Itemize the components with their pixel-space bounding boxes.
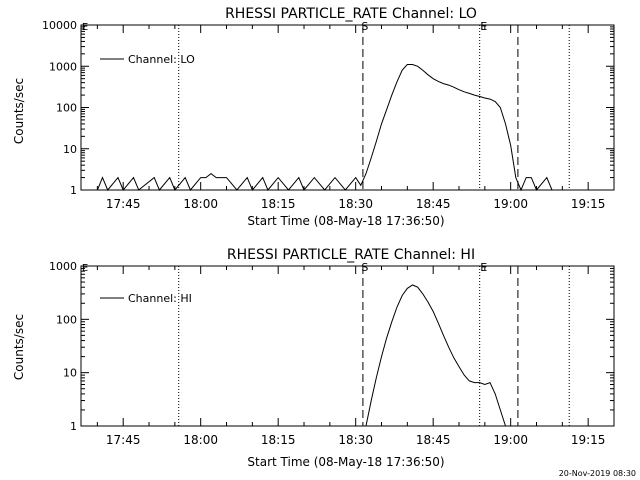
x-tick-label: 17:45 bbox=[106, 197, 141, 211]
x-axis-label: Start Time (08-May-18 17:36:50) bbox=[247, 455, 444, 469]
x-tick-label: 18:30 bbox=[338, 197, 373, 211]
plot-frame bbox=[80, 265, 615, 427]
legend-label: Channel: LO bbox=[128, 53, 195, 66]
chart-title: RHESSI PARTICLE_RATE Channel: HI bbox=[227, 247, 475, 263]
x-tick-label: 18:30 bbox=[338, 433, 373, 447]
x-tick-label: 19:15 bbox=[571, 197, 606, 211]
y-tick-label: 100 bbox=[56, 102, 77, 115]
marker-label-s: S bbox=[361, 20, 368, 33]
marker-label-e: E bbox=[480, 20, 487, 33]
y-tick-label: 10 bbox=[63, 367, 77, 380]
x-tick-label: 18:45 bbox=[416, 197, 451, 211]
x-tick-label: 19:00 bbox=[493, 197, 528, 211]
x-tick-label: 19:00 bbox=[493, 433, 528, 447]
series-line bbox=[365, 284, 506, 427]
marker-label-s: S bbox=[361, 261, 368, 274]
y-tick-label: 1000 bbox=[49, 260, 77, 273]
x-tick-label: 18:45 bbox=[416, 433, 451, 447]
y-tick-label: 10000 bbox=[42, 19, 77, 32]
y-tick-label: 1000 bbox=[49, 60, 77, 73]
panel-hi: RHESSI PARTICLE_RATE Channel: HI Start T… bbox=[12, 247, 615, 469]
y-axis-label: Counts/sec bbox=[12, 314, 26, 380]
y-tick-label: 1 bbox=[70, 184, 77, 197]
marker-label-e: E bbox=[480, 261, 487, 274]
plot-frame bbox=[80, 24, 615, 191]
y-tick-label: 100 bbox=[56, 313, 77, 326]
x-tick-label: 18:00 bbox=[183, 197, 218, 211]
x-tick-label: 19:15 bbox=[571, 433, 606, 447]
x-tick-label: 17:45 bbox=[106, 433, 141, 447]
y-axis-label: Counts/sec bbox=[12, 78, 26, 144]
x-tick-label: 18:15 bbox=[261, 433, 296, 447]
y-tick-label: 1 bbox=[70, 420, 77, 433]
marker-label-e-left: E bbox=[82, 22, 88, 33]
x-tick-label: 18:00 bbox=[183, 433, 218, 447]
y-tick-label: 10 bbox=[63, 143, 77, 156]
footer-timestamp: 20-Nov-2019 08:30 bbox=[559, 469, 636, 478]
chart-title: RHESSI PARTICLE_RATE Channel: LO bbox=[225, 6, 477, 22]
x-tick-label: 18:15 bbox=[261, 197, 296, 211]
series-line bbox=[81, 64, 553, 192]
legend-label: Channel: HI bbox=[128, 292, 192, 305]
marker-label-e-left: E bbox=[82, 263, 88, 274]
x-axis-label: Start Time (08-May-18 17:36:50) bbox=[247, 214, 444, 228]
panel-lo: RHESSI PARTICLE_RATE Channel: LO Start T… bbox=[12, 6, 615, 228]
